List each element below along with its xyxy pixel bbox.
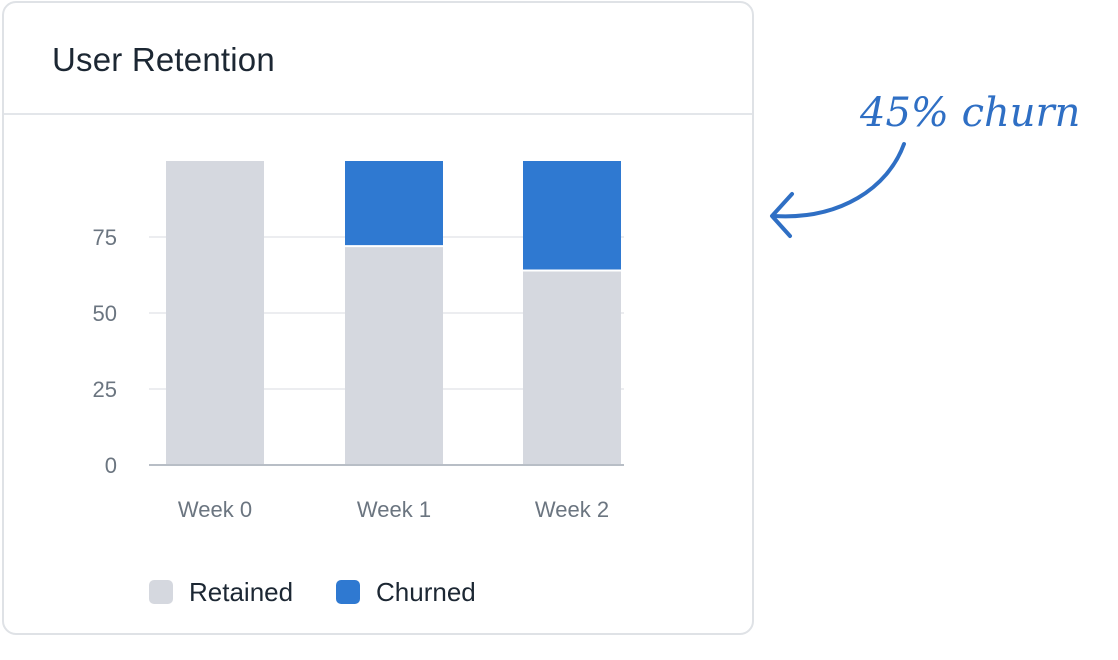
x-tick-label: Week 1: [357, 497, 431, 522]
bar-churned: [345, 161, 443, 247]
bar-churned: [523, 161, 621, 271]
bar-retained: [523, 270, 621, 465]
bar-retained: [166, 161, 264, 465]
y-tick-label: 50: [93, 301, 117, 326]
bar-retained: [345, 246, 443, 465]
y-tick-label: 75: [93, 225, 117, 250]
y-tick-label: 0: [105, 453, 117, 478]
legend-swatch: [149, 580, 173, 604]
legend-swatch: [336, 580, 360, 604]
churn-annotation: 45% churn: [770, 90, 1080, 238]
card-header: User Retention: [4, 3, 752, 115]
annotation-arrowhead-icon: [770, 192, 794, 238]
annotation-text: 45% churn: [859, 90, 1080, 136]
retention-card: User Retention 0 25 50 75 Week 0 Week 1 Week 2…: [2, 1, 754, 635]
legend-label: Churned: [376, 577, 476, 607]
retention-chart: 0 25 50 75 Week 0 Week 1 Week 2 Retained Churned: [93, 161, 624, 607]
annotation-arrow-icon: [772, 142, 906, 219]
x-tick-label: Week 2: [535, 497, 609, 522]
y-tick-label: 25: [93, 377, 117, 402]
x-tick-label: Week 0: [178, 497, 252, 522]
card-title: User Retention: [52, 41, 275, 78]
legend-label: Retained: [189, 577, 293, 607]
